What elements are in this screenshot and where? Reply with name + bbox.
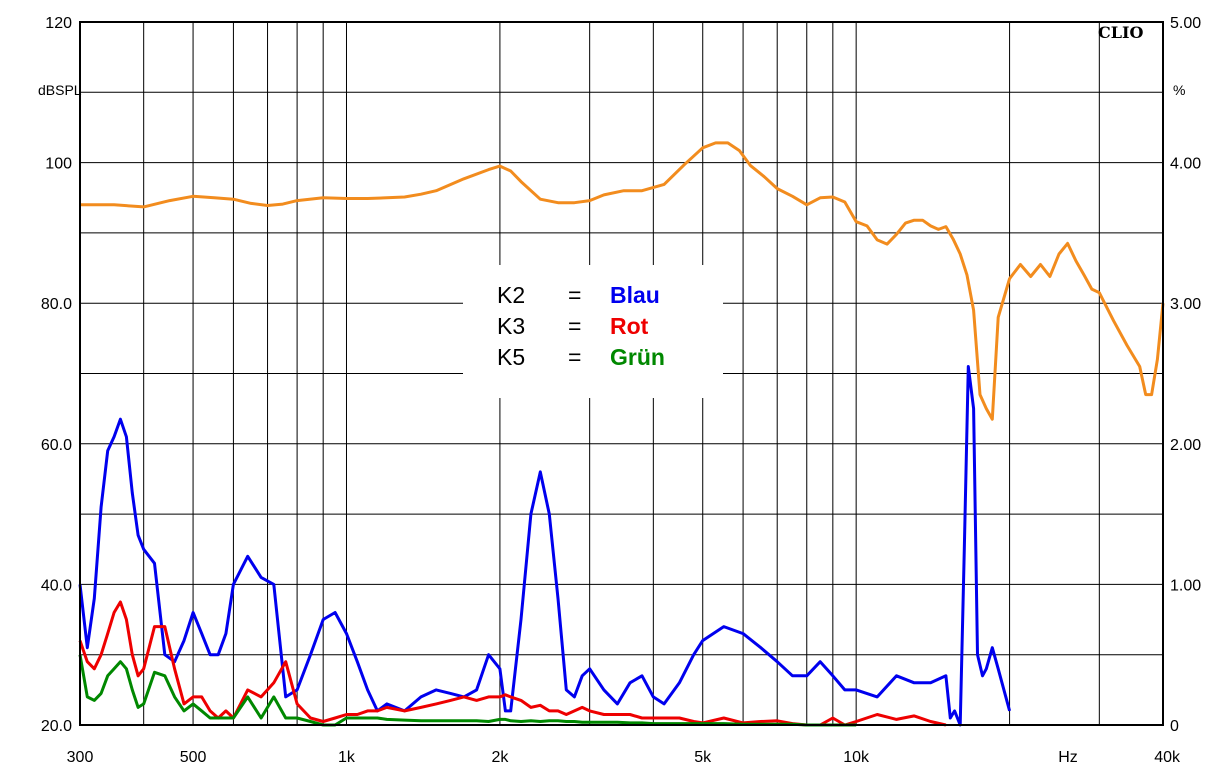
left-axis-ticks: 120 100 80.0 60.0 40.0 20.0 <box>41 15 72 735</box>
x-tick-label: 2k <box>491 749 509 766</box>
x-tick-label: 1k <box>338 749 356 766</box>
legend-value: Blau <box>610 282 660 308</box>
right-axis-unit: % <box>1173 82 1185 98</box>
legend-name: K5 <box>497 344 525 370</box>
right-tick-label: 0 <box>1170 718 1179 735</box>
right-tick-label: 4.00 <box>1170 156 1201 173</box>
left-tick-label: 40.0 <box>41 577 72 594</box>
legend-name: K2 <box>497 282 525 308</box>
left-tick-label: 60.0 <box>41 437 72 454</box>
legend-value: Grün <box>610 344 665 370</box>
left-axis-unit: dBSPL <box>38 82 82 98</box>
x-tick-label: 300 <box>67 749 94 766</box>
right-tick-label: 3.00 <box>1170 296 1201 313</box>
right-tick-label: 5.00 <box>1170 15 1201 32</box>
legend-equals: = <box>568 282 581 308</box>
legend-equals: = <box>568 313 581 339</box>
right-axis-ticks: 5.00 4.00 3.00 2.00 1.00 0 <box>1170 15 1201 735</box>
left-tick-label: 20.0 <box>41 718 72 735</box>
x-axis-unit: Hz <box>1058 749 1078 766</box>
x-tick-label: 500 <box>180 749 207 766</box>
right-tick-label: 1.00 <box>1170 577 1201 594</box>
x-axis-ticks: 300 500 1k 2k 5k 10k 40k <box>67 749 1181 766</box>
legend-value: Rot <box>610 313 649 339</box>
right-tick-label: 2.00 <box>1170 437 1201 454</box>
clio-brand: CLIO <box>1098 23 1143 42</box>
left-tick-label: 120 <box>45 15 72 32</box>
legend-name: K3 <box>497 313 525 339</box>
x-tick-label: 10k <box>843 749 870 766</box>
legend: K2 = Blau K3 = Rot K5 = Grün <box>463 265 723 398</box>
x-tick-label: 5k <box>694 749 712 766</box>
left-tick-label: 80.0 <box>41 296 72 313</box>
legend-equals: = <box>568 344 581 370</box>
left-tick-label: 100 <box>45 156 72 173</box>
x-tick-label: 40k <box>1154 749 1181 766</box>
